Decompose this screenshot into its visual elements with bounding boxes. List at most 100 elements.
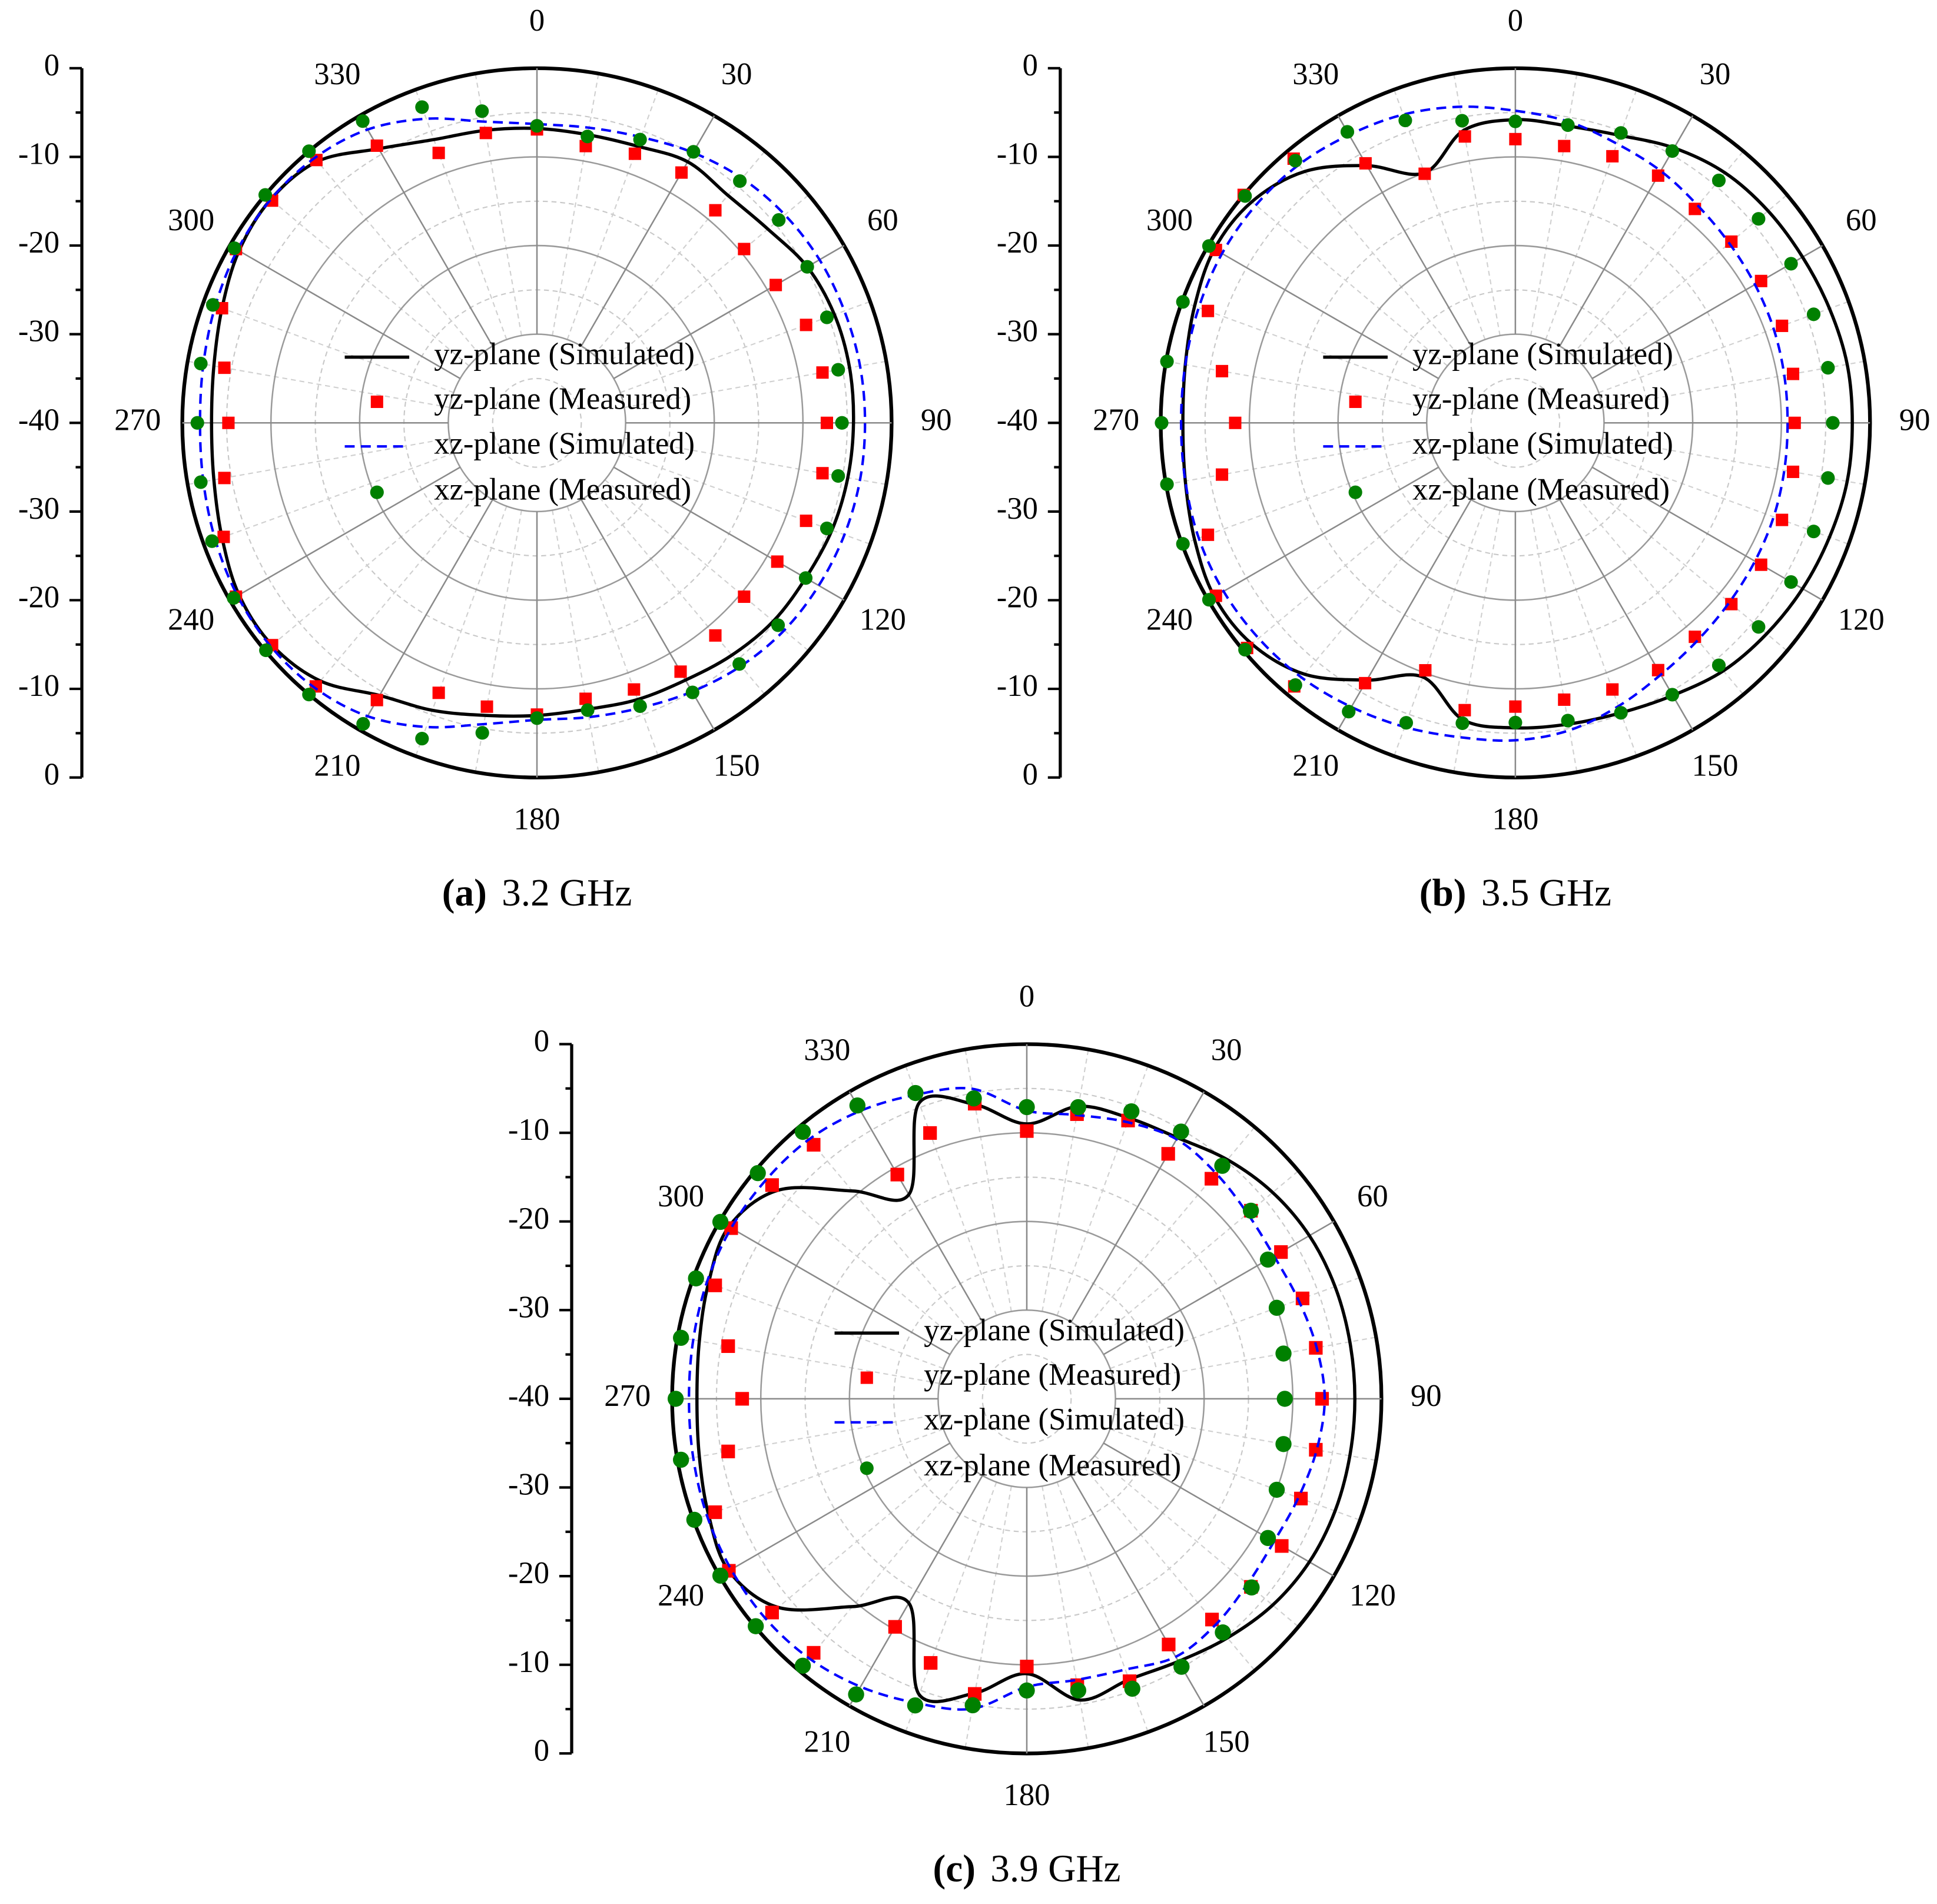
angle-tick-label: 180 [514, 802, 560, 837]
marker-circle [1268, 1299, 1285, 1316]
minor-grid-spoke [754, 1170, 960, 1342]
marker-circle [1561, 714, 1575, 728]
marker-square [1229, 416, 1242, 429]
marker-circle [672, 1451, 689, 1468]
marker-square [1458, 130, 1471, 143]
minor-grid-spoke [1583, 479, 1788, 652]
radial-tick-label: -30 [508, 1290, 549, 1324]
marker-circle [1398, 113, 1412, 128]
angle-tick-label: 210 [1292, 749, 1339, 783]
marker-circle [747, 1618, 764, 1634]
minor-grid-spoke [1166, 360, 1428, 409]
radial-tick-label: -30 [997, 314, 1038, 349]
marker-square [479, 127, 492, 140]
legend-label: yz-plane (Measured) [924, 1358, 1181, 1392]
legend-marker [1348, 485, 1362, 499]
radial-tick-label: 0 [1023, 758, 1038, 792]
marker-square [1689, 631, 1701, 643]
marker-square [888, 1620, 902, 1634]
angle-tick-label: 270 [114, 403, 161, 437]
minor-grid-spoke [798, 1126, 970, 1332]
marker-circle [415, 732, 429, 746]
minor-grid-circle [981, 1354, 1072, 1444]
grid-spoke [1103, 1442, 1335, 1577]
marker-square [771, 555, 784, 568]
marker-circle [259, 643, 273, 658]
grid-spoke [719, 1220, 951, 1355]
grid-spoke [1337, 499, 1472, 731]
marker-square [1359, 157, 1372, 170]
marker-square [816, 366, 829, 379]
radial-tick-label: -10 [997, 137, 1038, 171]
radial-tick-label: -20 [997, 581, 1038, 615]
grid-spoke [1337, 115, 1472, 347]
radial-tick-label: 0 [534, 1733, 549, 1767]
radial-tick-label: -20 [18, 225, 59, 260]
marker-circle [907, 1084, 924, 1102]
marker-square [807, 1646, 821, 1660]
marker-circle [356, 717, 370, 731]
marker-square [1161, 1147, 1175, 1161]
marker-square [628, 147, 641, 160]
minor-grid-spoke [1598, 452, 1849, 545]
grid-spoke [229, 244, 461, 380]
grid-spoke [719, 1442, 951, 1577]
radial-tick-label: -40 [508, 1379, 549, 1413]
marker-square [1205, 1172, 1219, 1186]
marker-circle [258, 188, 273, 202]
minor-grid-spoke [566, 506, 659, 757]
marker-square [432, 686, 445, 699]
angle-tick-label: 240 [658, 1578, 704, 1613]
grid-spoke [848, 1091, 983, 1323]
marker-circle [581, 703, 595, 717]
marker-square [1315, 1392, 1329, 1406]
marker-circle [848, 1686, 864, 1703]
marker-square [708, 1278, 722, 1292]
marker-circle [1275, 1345, 1292, 1362]
minor-grid-spoke [1583, 194, 1788, 367]
minor-grid-spoke [308, 490, 481, 695]
marker-circle [686, 1511, 703, 1528]
marker-circle [1288, 678, 1302, 692]
marker-circle [1806, 525, 1821, 539]
marker-square [765, 1606, 779, 1620]
radial-tick-label: -10 [508, 1645, 549, 1679]
marker-square [1359, 676, 1372, 689]
radial-tick-label: 0 [44, 48, 59, 82]
legend-label: yz-plane (Measured) [1412, 382, 1670, 416]
angle-tick-label: 210 [804, 1724, 850, 1759]
minor-grid-spoke [1094, 1170, 1299, 1342]
marker-circle [1070, 1682, 1087, 1699]
grid-spoke [1591, 244, 1823, 380]
caption-label: (c) [933, 1847, 976, 1890]
minor-grid-spoke [798, 1466, 970, 1671]
marker-circle [1019, 1099, 1035, 1116]
marker-circle [1238, 189, 1252, 203]
minor-grid-circle [1470, 377, 1561, 468]
marker-circle [302, 144, 316, 158]
marker-square [370, 694, 383, 706]
marker-square [735, 1392, 749, 1406]
marker-square [480, 700, 493, 713]
marker-square [1754, 558, 1767, 571]
minor-grid-spoke [1114, 1414, 1377, 1461]
legend-marker [370, 395, 383, 408]
marker-circle [1665, 144, 1680, 158]
marker-circle [835, 416, 849, 430]
marker-circle [794, 1657, 811, 1674]
series-line [1181, 118, 1854, 730]
angle-tick-label: 90 [1899, 403, 1931, 437]
radial-tick-label: -30 [18, 314, 59, 349]
legend-label: xz-plane (Measured) [434, 472, 691, 506]
marker-circle [1821, 361, 1835, 375]
angle-tick-label: 120 [1838, 602, 1885, 636]
radial-tick-label: 0 [1023, 48, 1038, 82]
caption: (a) 3.2 GHz [442, 872, 632, 914]
minor-grid-spoke [264, 194, 470, 367]
angle-tick-label: 30 [721, 57, 752, 91]
angle-tick-label: 270 [604, 1379, 651, 1413]
marker-square [1788, 416, 1801, 429]
legend-label: yz-plane (Simulated) [434, 337, 695, 371]
